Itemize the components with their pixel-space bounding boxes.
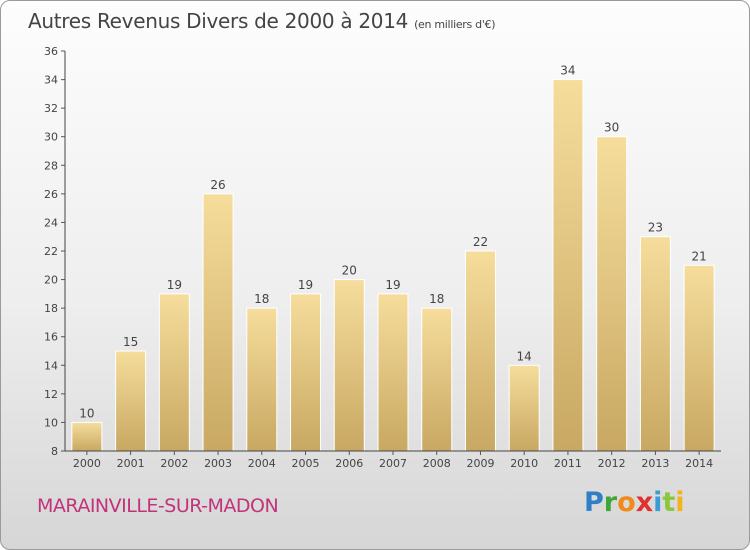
y-tick-label: 22 xyxy=(44,245,58,258)
bar-value-label: 18 xyxy=(254,292,269,306)
bar xyxy=(508,364,540,452)
y-tick-label: 8 xyxy=(51,445,58,458)
bar-value-label: 21 xyxy=(691,249,706,263)
x-tick-label: 2005 xyxy=(292,457,320,470)
bar xyxy=(377,293,409,452)
bar xyxy=(246,307,278,452)
bar xyxy=(115,350,147,452)
proxiti-logo[interactable]: Proxiti xyxy=(584,487,685,518)
x-tick-label: 2010 xyxy=(510,457,538,470)
bar xyxy=(71,421,103,452)
bar xyxy=(421,307,453,452)
x-tick-label: 2012 xyxy=(598,457,626,470)
y-tick-label: 14 xyxy=(44,359,58,372)
y-tick-label: 26 xyxy=(44,188,58,201)
logo-letter: P xyxy=(584,487,604,518)
bar-value-label: 20 xyxy=(342,264,357,278)
x-tick-label: 2002 xyxy=(160,457,188,470)
x-tick-label: 2011 xyxy=(554,457,582,470)
bar-value-label: 26 xyxy=(210,178,225,192)
bar xyxy=(596,136,628,452)
bars: 10 15 19 26 18 19 20 19 18 22 14 34 30 23 21 xyxy=(71,64,715,452)
x-tick-label: 2008 xyxy=(423,457,451,470)
bar-value-label: 19 xyxy=(385,278,400,292)
y-tick-label: 20 xyxy=(44,274,58,287)
bar xyxy=(683,264,715,452)
y-tick-label: 30 xyxy=(44,131,58,144)
bar xyxy=(202,193,234,452)
y-axis-ticks: 8 10 12 14 16 18 20 22 24 26 28 30 32 34 36 xyxy=(44,45,65,458)
bar-value-label: 19 xyxy=(298,278,313,292)
y-tick-label: 32 xyxy=(44,102,58,115)
bar xyxy=(290,293,322,452)
x-tick-label: 2007 xyxy=(379,457,407,470)
x-tick-label: 2009 xyxy=(466,457,494,470)
logo-letter: o xyxy=(617,487,636,518)
bar xyxy=(639,236,671,452)
y-tick-label: 10 xyxy=(44,416,58,429)
bar xyxy=(464,250,496,452)
bar-value-label: 18 xyxy=(429,292,444,306)
x-tick-label: 2006 xyxy=(335,457,363,470)
logo-letter: i xyxy=(675,487,685,518)
x-tick-label: 2001 xyxy=(117,457,145,470)
x-axis-labels: 2000 2001 2002 2003 2004 2005 2006 2007 2008 2009… xyxy=(73,451,713,470)
x-tick-label: 2003 xyxy=(204,457,232,470)
x-tick-label: 2014 xyxy=(685,457,713,470)
bar-value-label: 34 xyxy=(560,64,575,78)
logo-letter: r xyxy=(603,487,618,518)
bar-value-label: 14 xyxy=(517,349,532,363)
logo-letter: i xyxy=(653,487,663,518)
bar-value-label: 15 xyxy=(123,335,138,349)
x-tick-label: 2000 xyxy=(73,457,101,470)
bar xyxy=(552,79,584,452)
x-tick-label: 2004 xyxy=(248,457,276,470)
y-tick-label: 24 xyxy=(44,216,58,229)
y-tick-label: 12 xyxy=(44,388,58,401)
y-tick-label: 18 xyxy=(44,302,58,315)
bar xyxy=(158,293,190,452)
bar-value-label: 10 xyxy=(79,406,94,420)
y-tick-label: 28 xyxy=(44,159,58,172)
y-tick-label: 36 xyxy=(44,45,58,58)
chart-title: Autres Revenus Divers de 2000 à 2014 (en … xyxy=(28,9,496,33)
bar xyxy=(333,279,365,452)
logo-letter: t xyxy=(662,487,676,518)
bar-value-label: 23 xyxy=(648,221,663,235)
x-tick-label: 2013 xyxy=(641,457,669,470)
commune-name: MARAINVILLE-SUR-MADON xyxy=(37,495,279,517)
logo-letter: x xyxy=(635,487,654,518)
bar-value-label: 19 xyxy=(167,278,182,292)
y-tick-label: 34 xyxy=(44,74,58,87)
title-text: Autres Revenus Divers de 2000 à 2014 xyxy=(28,9,409,33)
bar-value-label: 30 xyxy=(604,121,619,135)
y-tick-label: 16 xyxy=(44,331,58,344)
title-unit: (en milliers d'€) xyxy=(414,18,496,31)
bar-value-label: 22 xyxy=(473,235,488,249)
